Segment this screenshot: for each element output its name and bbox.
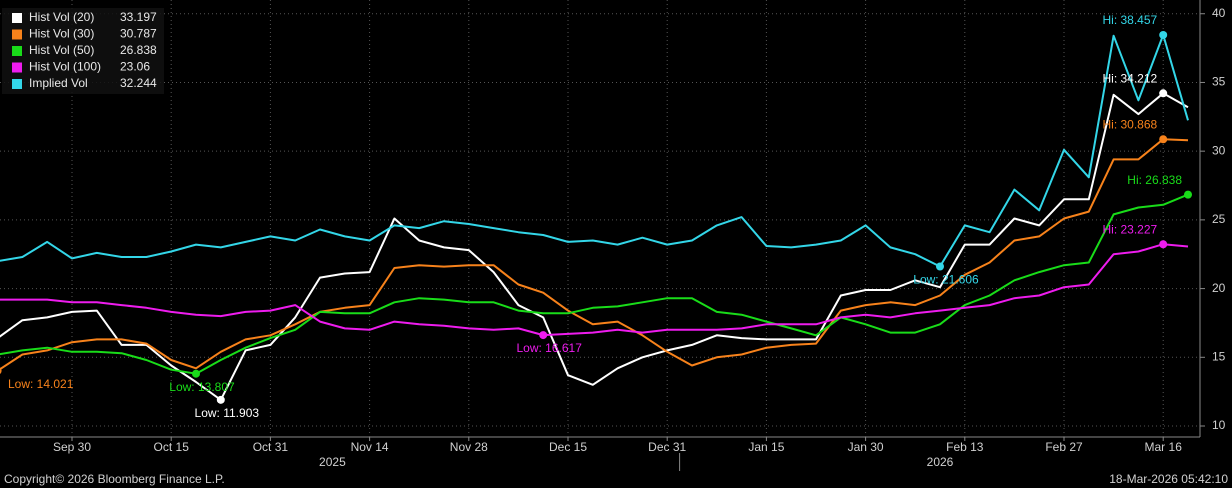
annotation-label: Hi: 26.838	[1127, 173, 1182, 187]
series-line	[0, 92, 1189, 401]
legend-label: Implied Vol	[29, 76, 88, 90]
x-tick-label: Nov 28	[450, 440, 488, 454]
annotation-label: Low: 13.807	[169, 380, 235, 394]
x-tick-label: Sep 30	[53, 440, 91, 454]
x-tick-label: Oct 15	[154, 440, 190, 454]
x-tick-label: Jan 15	[748, 440, 784, 454]
annotation-label: Low: 14.021	[8, 377, 74, 391]
x-tick-label: Nov 14	[351, 440, 389, 454]
y-tick-label: 25	[1212, 212, 1226, 226]
annotation-dot	[192, 369, 200, 378]
legend-swatch	[12, 62, 22, 73]
annotation-dot	[1159, 89, 1168, 98]
x-tick-label: Oct 31	[253, 440, 289, 454]
x-tick-label: Feb 27	[1045, 440, 1083, 454]
x-tick-label: Dec 15	[549, 440, 587, 454]
legend-value: 32.244	[120, 76, 157, 90]
annotation-label: Low: 16.617	[517, 341, 583, 355]
y-tick-label: 10	[1212, 418, 1226, 432]
legend-swatch	[12, 29, 22, 40]
annotation-label: Hi: 34.212	[1102, 71, 1157, 85]
annotation-dot	[216, 395, 225, 404]
legend-box	[2, 8, 164, 94]
legend-swatch	[12, 13, 22, 23]
x-tick-label: Dec 31	[648, 440, 686, 454]
x-group-label: 2026	[927, 455, 954, 469]
legend-label: Hist Vol (50)	[29, 43, 94, 57]
annotation-label: Low: 11.903	[195, 406, 260, 420]
legend-value: 23.06	[120, 60, 150, 74]
footer-left: Copyright© 2026 Bloomberg Finance L.P.	[4, 472, 225, 486]
legend-value: 30.787	[120, 27, 157, 41]
series-line	[0, 33, 1189, 268]
y-tick-label: 20	[1212, 281, 1226, 295]
series-line	[0, 243, 1189, 337]
annotation-label: Hi: 38.457	[1102, 13, 1157, 27]
y-tick-label: 30	[1212, 143, 1226, 157]
legend-swatch	[12, 46, 22, 56]
legend-value: 26.838	[120, 43, 157, 57]
x-tick-label: Jan 30	[848, 440, 884, 454]
y-tick-label: 35	[1212, 75, 1226, 89]
legend-value: 33.197	[120, 10, 157, 24]
legend-swatch	[12, 79, 22, 89]
annotation-dot	[1184, 190, 1192, 199]
series-line	[0, 138, 1189, 371]
annotation-dot	[1159, 135, 1168, 144]
annotation-label: Low: 21.606	[913, 273, 979, 287]
annotation-label: Hi: 23.227	[1102, 222, 1157, 236]
legend-label: Hist Vol (100)	[29, 60, 101, 74]
y-tick-label: 40	[1212, 6, 1226, 20]
footer-right: 18-Mar-2026 05:42:10	[1109, 472, 1228, 486]
legend-label: Hist Vol (20)	[29, 10, 94, 24]
annotation-label: Hi: 30.868	[1102, 117, 1157, 131]
annotation-dot	[1159, 240, 1168, 249]
y-tick-label: 15	[1212, 349, 1226, 363]
x-group-label: 2025	[319, 455, 346, 469]
annotation-dot	[936, 262, 944, 271]
annotation-dot	[0, 367, 2, 374]
annotation-dot	[539, 331, 548, 340]
annotation-dot	[1159, 30, 1168, 39]
legend-label: Hist Vol (30)	[29, 27, 94, 41]
x-tick-label: Feb 13	[946, 440, 984, 454]
x-tick-label: Mar 16	[1145, 440, 1183, 454]
